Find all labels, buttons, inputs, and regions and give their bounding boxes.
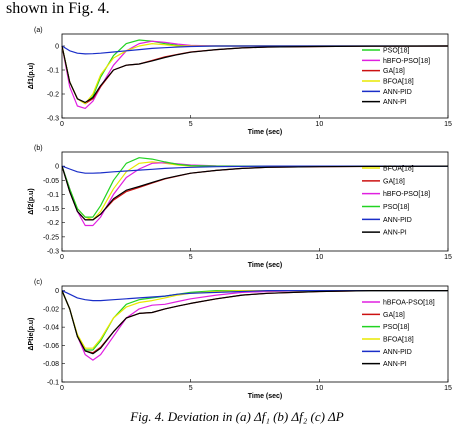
x-tick-label: 0 bbox=[60, 254, 64, 261]
y-tick-label: -0.08 bbox=[43, 361, 59, 368]
y-tick-label: -0.1 bbox=[47, 192, 59, 199]
series-line-6 bbox=[61, 165, 449, 221]
series-line-5 bbox=[61, 165, 448, 174]
y-tick-label: -0.05 bbox=[43, 178, 59, 185]
plot-frame bbox=[61, 285, 449, 383]
y-tick-label: -0.3 bbox=[47, 249, 59, 256]
x-axis-label: Time (sec) bbox=[248, 393, 283, 400]
x-tick-label: 15 bbox=[444, 121, 452, 128]
legend-label: BFOA[18] bbox=[383, 337, 414, 344]
legend-label: BFOA[18] bbox=[383, 79, 414, 86]
series-line-5 bbox=[61, 290, 448, 302]
figure-caption: Fig. 4. Deviation in (a) Δf₁ (b) Δf₂ (c)… bbox=[130, 409, 344, 424]
y-tick-label: -0.02 bbox=[43, 306, 59, 313]
legend-label: hBFO-PSO[18] bbox=[383, 58, 430, 65]
y-tick-label: -0.15 bbox=[43, 206, 59, 213]
plot-frame bbox=[61, 33, 449, 119]
legend-label: GA[18] bbox=[383, 178, 405, 185]
legend-label: ANN-PI bbox=[383, 230, 407, 237]
legend-label: hBFO-PSO[18] bbox=[383, 191, 430, 198]
x-tick-label: 10 bbox=[315, 121, 323, 128]
y-tick-label: 0 bbox=[55, 288, 59, 295]
chart-panel-1: (a) 0 5 10 15 0 -0.1 -0.2 -0.3 Time (sec) Δf1(p.u)… bbox=[28, 27, 452, 136]
legend-label: ANN-PI bbox=[383, 361, 407, 368]
x-tick-label: 5 bbox=[189, 254, 193, 261]
y-axis-label: Δf2(p.u) bbox=[28, 188, 35, 214]
legend-label: PSO[18] bbox=[383, 204, 410, 211]
chart-panel-3: (c) 0 5 10 15 0 -0.02 -0.04 -0.06 -0.08 -0.1 Time (… bbox=[28, 279, 452, 400]
legend-label: hBFOA-PSO[18] bbox=[383, 300, 435, 307]
y-tick-label: -0.1 bbox=[47, 68, 59, 75]
series-line-1 bbox=[61, 290, 448, 361]
x-axis-label: Time (sec) bbox=[248, 129, 283, 136]
y-tick-label: -0.2 bbox=[47, 220, 59, 227]
legend-label: BFOA[18] bbox=[383, 166, 414, 173]
y-axis-label: Δf1(p.u) bbox=[28, 63, 35, 89]
y-tick-label: -0.1 bbox=[47, 380, 59, 387]
legend-label: ANN-PID bbox=[383, 217, 412, 224]
y-tick-label: -0.06 bbox=[43, 343, 59, 350]
y-tick-label: -0.04 bbox=[43, 325, 59, 332]
chart-panel-2: (b) 0 5 10 15 0 -0.05 -0.1 -0.15 -0.2 -0.25 -0.3 Tim… bbox=[28, 145, 452, 269]
x-tick-label: 5 bbox=[189, 385, 193, 392]
panel-label: (a) bbox=[34, 27, 43, 34]
y-tick-label: -0.3 bbox=[47, 116, 59, 123]
y-tick-label: 0 bbox=[55, 164, 59, 171]
y-tick-label: -0.25 bbox=[43, 234, 59, 241]
y-tick-label: -0.2 bbox=[47, 92, 59, 99]
y-axis-label: ΔPtie(p.u) bbox=[28, 317, 35, 350]
x-tick-label: 15 bbox=[444, 254, 452, 261]
x-tick-label: 10 bbox=[315, 254, 323, 261]
legend-label: ANN-PI bbox=[383, 99, 407, 106]
y-tick-label: 0 bbox=[55, 44, 59, 51]
legend-label: PSO[18] bbox=[383, 324, 410, 331]
legend-label: GA[18] bbox=[383, 68, 405, 75]
plot-frame bbox=[61, 151, 449, 252]
series-line-5 bbox=[61, 45, 448, 55]
panel-label: (c) bbox=[34, 279, 42, 286]
series-line-6 bbox=[61, 290, 448, 355]
series-line-6 bbox=[61, 45, 449, 104]
x-tick-label: 5 bbox=[189, 121, 193, 128]
legend-label: ANN-PID bbox=[383, 349, 412, 356]
x-tick-label: 10 bbox=[315, 385, 323, 392]
panel-label: (b) bbox=[34, 145, 43, 152]
legend-label: PSO[18] bbox=[383, 48, 410, 55]
legend-label: GA[18] bbox=[383, 312, 405, 319]
legend-label: ANN-PID bbox=[383, 89, 412, 96]
x-tick-label: 0 bbox=[60, 385, 64, 392]
x-tick-label: 0 bbox=[60, 121, 64, 128]
intro-text: shown in Fig. 4. bbox=[6, 0, 110, 17]
x-axis-label: Time (sec) bbox=[248, 262, 283, 269]
x-tick-label: 15 bbox=[444, 385, 452, 392]
